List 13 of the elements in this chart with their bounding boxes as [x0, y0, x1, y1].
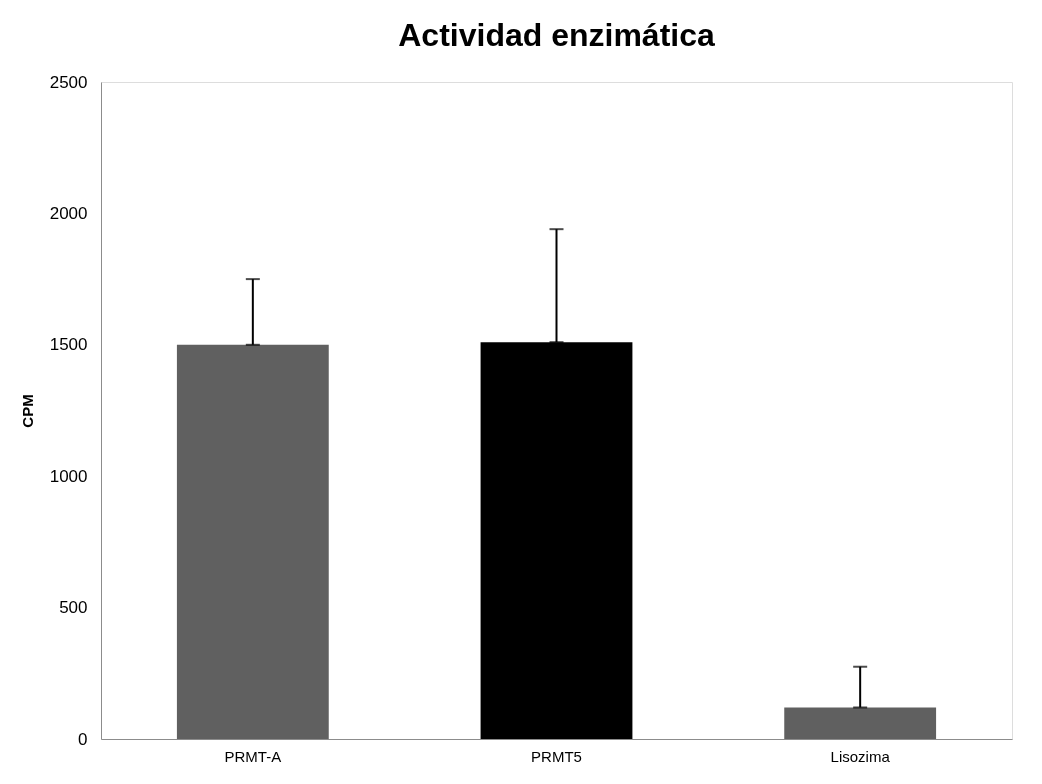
y-tick-label: 500	[59, 598, 88, 618]
x-tick-label: PRMT-A	[224, 747, 282, 765]
x-tick-label: PRMT5	[531, 747, 582, 765]
y-axis-title: CPM	[18, 394, 36, 428]
chart-title: Actividad enzimática	[398, 17, 715, 53]
y-tick-label: 0	[78, 729, 88, 749]
bar	[176, 344, 329, 739]
y-tick-label: 2000	[49, 203, 88, 223]
y-tick-label: 1500	[49, 335, 88, 355]
y-tick-label: 1000	[49, 466, 88, 486]
x-tick-label: Lisozima	[830, 747, 891, 765]
y-tick-label: 2500	[49, 72, 88, 92]
bar	[784, 707, 937, 739]
